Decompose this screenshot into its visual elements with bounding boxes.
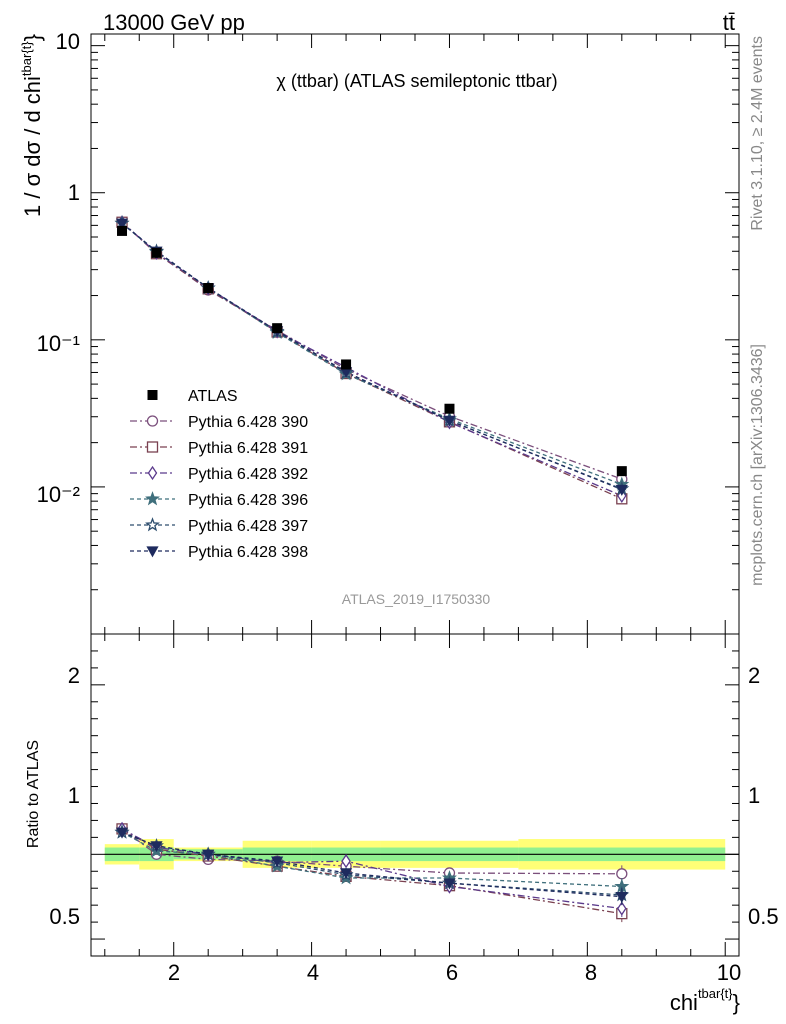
mc-point [615,484,628,496]
legend-entry: Pythia 6.428 396 [130,491,308,509]
legend-entry: Pythia 6.428 390 [130,414,308,431]
ratio-ticks [91,634,739,956]
atlas-data-point [616,466,627,477]
ratio-point [339,868,353,880]
ratio-tick-label-right-0p5: 0.5 [748,904,779,929]
y-tick-label-0p1: 10⁻¹ [37,331,80,356]
x-axis-title: chitbar{t}} [670,986,740,1015]
x-tick-label-4: 4 [307,960,319,985]
header-left: 13000 GeV pp [103,10,245,35]
legend-label: Pythia 6.428 397 [188,518,308,535]
ratio-point [115,827,129,839]
y-tick-label-0p01: 10⁻² [37,482,80,507]
ratio-point [202,849,215,861]
legend-label: Pythia 6.428 390 [188,414,308,431]
main-ticks [91,34,739,635]
mc-series-line [121,221,623,500]
legend-label: Pythia 6.428 391 [188,440,308,457]
atlas-data-point [341,359,352,370]
atlas-data-point [444,403,455,414]
ratio-frame [90,633,740,957]
ratio-tick-label-right-2: 2 [748,663,760,688]
ratio-plot-content [104,821,739,923]
mc-point [443,415,456,427]
ratio-point [617,901,627,916]
ratio-plot [90,633,740,957]
legend-entry-data: ATLAS [147,388,238,405]
legend-marker [147,390,158,400]
ratio-point [615,892,628,904]
legend-marker [146,546,159,558]
y-axis-title: 1 / σ dσ / d chitbar{t}} [19,34,45,217]
atlas-data-point [117,225,128,236]
legend-label: Pythia 6.428 398 [188,544,308,561]
ratio-tick-label-right-1: 1 [748,783,760,808]
legend-marker [146,441,159,453]
ratio-point [443,878,456,890]
plot-title: χ (ttbar) (ATLAS semileptonic ttbar) [276,71,557,91]
legend: ATLAS Pythia 6.428 390 Pythia 6.428 391 Pyt… [130,388,308,561]
mc-point [115,218,129,230]
y-tick-label-1: 1 [68,180,80,205]
rivet-note: Rivet 3.1.10, ≥ 2.4M events [749,36,766,231]
legend-entry: Pythia 6.428 397 [130,517,308,535]
legend-marker [147,465,158,481]
ratio-axis-title: Ratio to ATLAS [25,740,42,848]
main-plot: χ (ttbar) (ATLAS semileptonic ttbar) ATL… [90,33,740,635]
legend-label: Pythia 6.428 392 [188,466,308,483]
legend-entry: Pythia 6.428 392 [130,465,308,483]
x-tick-label-6: 6 [446,960,458,985]
legend-label: Pythia 6.428 396 [188,492,308,509]
x-tick-label-2: 2 [168,960,180,985]
atlas-data-point [151,247,162,258]
ratio-point [616,868,628,880]
x-tick-label-10: 10 [717,960,741,985]
legend-marker [145,491,160,506]
legend-entry: Pythia 6.428 398 [130,544,308,561]
ratio-point [271,856,284,868]
header-right: tt̄ [723,10,735,35]
y-tick-label-10: 10 [56,29,80,54]
ratio-point [150,841,163,853]
legend-marker [146,415,159,427]
legend-marker [145,517,160,532]
atlas-data-point [272,323,283,334]
ratio-tick-label-0p5: 0.5 [49,904,80,929]
x-tick-label-8: 8 [585,960,597,985]
ratio-tick-label-2: 2 [68,663,80,688]
ratio-tick-label-1: 1 [68,783,80,808]
atlas-data-point [203,283,214,294]
legend-label: ATLAS [188,388,238,405]
mcplots-note: mcplots.cern.ch [arXiv:1306.3436] [749,344,766,586]
main-plot-content [114,215,630,505]
analysis-watermark: ATLAS_2019_I1750330 [342,591,491,607]
legend-entry: Pythia 6.428 391 [130,440,308,457]
